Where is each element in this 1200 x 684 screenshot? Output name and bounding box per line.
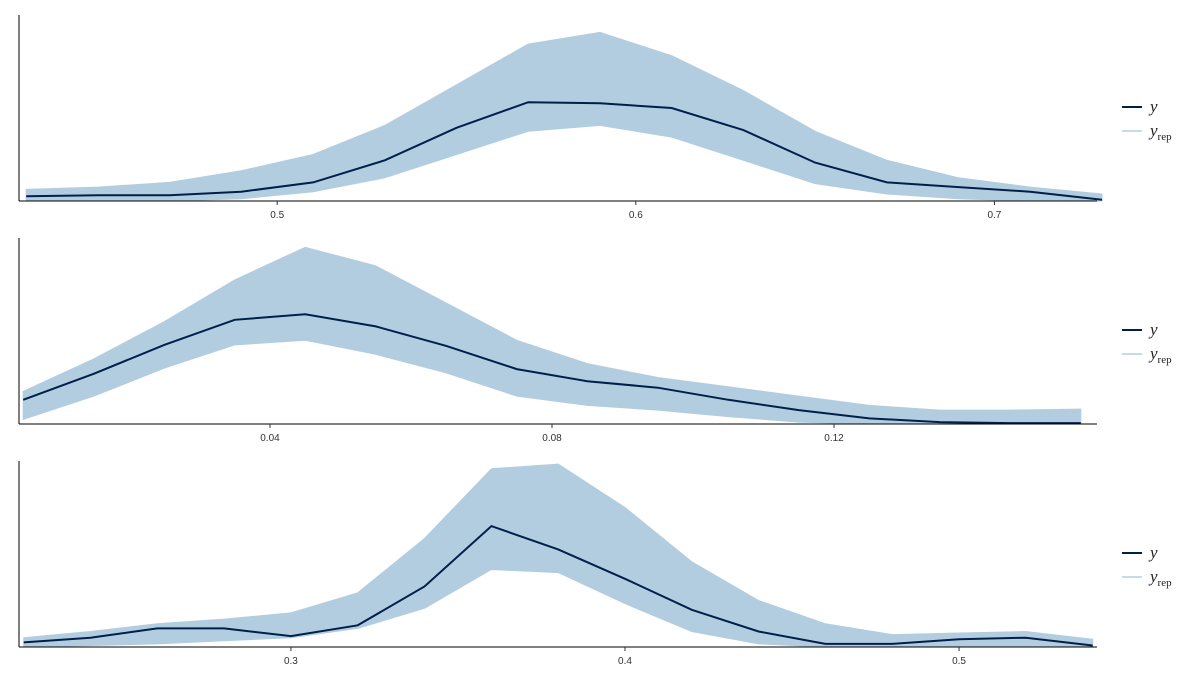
y-line (26, 101, 1103, 201)
legend-name: y (1148, 320, 1158, 339)
x-tick-label: 0.4 (618, 656, 632, 667)
x-tick-label: 0.5 (952, 656, 966, 667)
yrep-band (23, 463, 1094, 648)
legend-name: y (1148, 97, 1158, 116)
y-line (22, 313, 1081, 425)
x-tick-label: 0.6 (629, 210, 643, 221)
yrep-band (25, 31, 1103, 202)
legend-name: y (1148, 567, 1158, 586)
legend-subscript: rep (1158, 131, 1173, 143)
x-tick-label: 0.5 (270, 210, 284, 221)
legend-label: y (1148, 543, 1158, 562)
x-tick-label: 0.08 (542, 433, 562, 444)
x-tick-label: 0.12 (824, 433, 844, 444)
legend-subscript: rep (1158, 354, 1173, 366)
x-tick-label: 0.3 (284, 656, 298, 667)
legend-name: y (1148, 121, 1158, 140)
legend-label: y (1148, 320, 1158, 339)
x-tick-label: 0.7 (987, 210, 1001, 221)
legend-name: y (1148, 543, 1158, 562)
legend-label: yrep (1148, 121, 1172, 143)
yrep-band (22, 246, 1082, 425)
legend-label: yrep (1148, 344, 1172, 366)
legend-label: yrep (1148, 567, 1172, 589)
x-tick-label: 0.04 (260, 433, 280, 444)
legend-name: y (1148, 344, 1158, 363)
legend-label: y (1148, 97, 1158, 116)
legend-subscript: rep (1158, 577, 1173, 589)
y-line (23, 524, 1093, 647)
